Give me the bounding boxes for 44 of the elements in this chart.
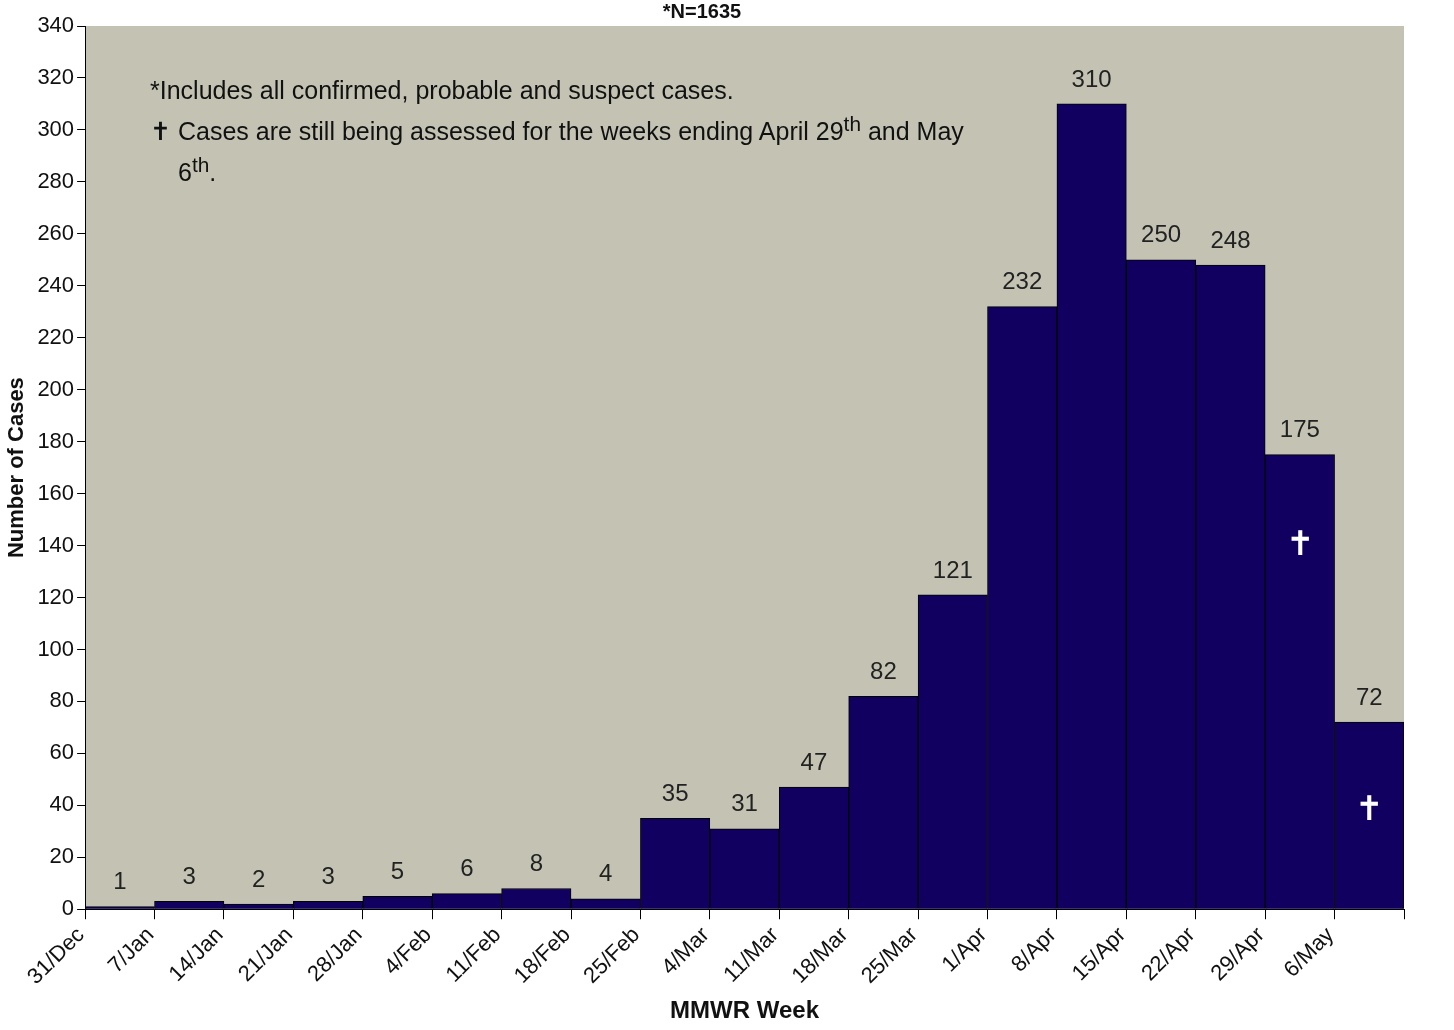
text: ✝ Cases are still being assessed for the weeks ending April 29$^{th}$ and May 6$^{th}$. (150, 112, 964, 187)
data-label: 4 (599, 859, 613, 887)
y-tick-label: 300 (37, 115, 75, 141)
data-label: 72 (1355, 682, 1383, 710)
x-axis-title: MMWR Week (670, 996, 820, 1024)
data-label: 232 (1002, 267, 1043, 295)
data-label: 82 (870, 656, 897, 684)
data-label: 175 (1279, 415, 1320, 443)
y-axis-title: Number of Cases (3, 377, 29, 559)
y-tick-label: 240 (37, 271, 75, 297)
data-label: 248 (1210, 225, 1251, 253)
y-tick-label: 220 (37, 323, 75, 349)
y-tick-label: 320 (37, 64, 75, 90)
annotation: ✝ (1285, 523, 1314, 562)
y-tick-label: 140 (37, 531, 75, 557)
y-tick-label: 100 (37, 635, 75, 661)
annotation: *Includes all confirmed, probable and suspect cases. (150, 75, 735, 106)
chart-title: *N=1635 (662, 0, 742, 22)
data-label: 2 (251, 864, 266, 892)
y-tick-label: 0 (61, 895, 75, 921)
data-label: 31 (731, 789, 758, 817)
annotation: ✝ (1355, 788, 1384, 827)
data-label: 8 (529, 849, 543, 877)
y-tick-label: 340 (37, 12, 75, 38)
y-tick-label: 120 (37, 583, 75, 609)
data-label: 3 (321, 862, 335, 890)
y-tick-label: 80 (49, 687, 75, 713)
data-label: 3 (182, 862, 196, 890)
data-label: 47 (800, 747, 828, 775)
y-tick-label: 280 (37, 167, 75, 193)
data-label: 5 (390, 856, 405, 884)
y-tick-label: 60 (49, 739, 75, 765)
y-tick-label: 200 (37, 375, 75, 401)
data-label: 6 (460, 854, 474, 882)
data-label: 310 (1071, 64, 1112, 92)
data-label: 1 (113, 867, 127, 895)
y-tick-label: 160 (37, 479, 75, 505)
y-tick-label: 180 (37, 427, 75, 453)
data-label: 250 (1141, 220, 1182, 248)
data-label: 35 (661, 778, 689, 806)
y-tick-label: 40 (49, 791, 75, 817)
y-tick-label: 20 (49, 843, 75, 869)
y-tick-label: 260 (37, 219, 75, 245)
data-label: 121 (932, 555, 973, 583)
